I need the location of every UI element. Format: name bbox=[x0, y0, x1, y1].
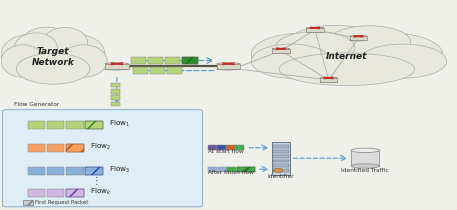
FancyBboxPatch shape bbox=[131, 58, 146, 64]
FancyBboxPatch shape bbox=[208, 167, 217, 172]
Ellipse shape bbox=[21, 27, 73, 62]
FancyBboxPatch shape bbox=[47, 121, 64, 129]
Polygon shape bbox=[217, 64, 240, 69]
Ellipse shape bbox=[16, 53, 90, 84]
Text: Flow$_1$: Flow$_1$ bbox=[109, 119, 130, 129]
Text: After finish flow: After finish flow bbox=[208, 170, 254, 175]
FancyBboxPatch shape bbox=[133, 67, 148, 74]
FancyBboxPatch shape bbox=[273, 164, 289, 167]
Ellipse shape bbox=[350, 39, 367, 41]
Ellipse shape bbox=[267, 37, 427, 81]
FancyBboxPatch shape bbox=[112, 102, 120, 106]
FancyBboxPatch shape bbox=[182, 58, 197, 64]
FancyBboxPatch shape bbox=[227, 167, 236, 172]
FancyBboxPatch shape bbox=[208, 145, 217, 151]
FancyBboxPatch shape bbox=[66, 121, 84, 129]
Ellipse shape bbox=[272, 48, 290, 50]
FancyBboxPatch shape bbox=[273, 145, 289, 148]
FancyBboxPatch shape bbox=[167, 67, 182, 74]
Ellipse shape bbox=[1, 34, 58, 75]
FancyBboxPatch shape bbox=[66, 144, 84, 152]
FancyBboxPatch shape bbox=[273, 160, 289, 163]
FancyBboxPatch shape bbox=[112, 95, 120, 100]
FancyBboxPatch shape bbox=[47, 189, 64, 197]
Polygon shape bbox=[320, 78, 337, 82]
Text: Identifier: Identifier bbox=[268, 174, 294, 179]
FancyBboxPatch shape bbox=[22, 200, 32, 205]
FancyBboxPatch shape bbox=[235, 145, 244, 151]
FancyBboxPatch shape bbox=[112, 89, 120, 94]
FancyBboxPatch shape bbox=[272, 142, 290, 175]
Text: ⋮: ⋮ bbox=[91, 176, 101, 186]
Text: Target
Network: Target Network bbox=[32, 47, 74, 67]
Text: Flow$_2$: Flow$_2$ bbox=[90, 142, 111, 152]
Ellipse shape bbox=[306, 27, 324, 29]
FancyBboxPatch shape bbox=[150, 67, 165, 74]
Ellipse shape bbox=[359, 44, 446, 78]
Ellipse shape bbox=[1, 45, 44, 77]
Ellipse shape bbox=[320, 77, 337, 79]
Ellipse shape bbox=[217, 68, 240, 70]
FancyBboxPatch shape bbox=[226, 145, 235, 151]
FancyBboxPatch shape bbox=[217, 145, 226, 151]
Text: Flow$_k$: Flow$_k$ bbox=[90, 187, 112, 197]
Text: Identified Traffic: Identified Traffic bbox=[341, 168, 389, 173]
Text: Flow Generator: Flow Generator bbox=[14, 102, 59, 107]
Ellipse shape bbox=[350, 35, 367, 37]
FancyBboxPatch shape bbox=[3, 110, 202, 207]
FancyBboxPatch shape bbox=[273, 155, 289, 158]
FancyBboxPatch shape bbox=[85, 121, 103, 129]
FancyBboxPatch shape bbox=[273, 169, 289, 172]
FancyBboxPatch shape bbox=[28, 121, 45, 129]
Ellipse shape bbox=[105, 63, 128, 65]
Ellipse shape bbox=[251, 33, 355, 75]
FancyBboxPatch shape bbox=[165, 58, 180, 64]
FancyBboxPatch shape bbox=[237, 167, 246, 172]
Polygon shape bbox=[105, 64, 128, 69]
Polygon shape bbox=[306, 28, 324, 32]
FancyBboxPatch shape bbox=[47, 167, 64, 175]
Text: Flow$_3$: Flow$_3$ bbox=[109, 165, 130, 175]
Ellipse shape bbox=[59, 45, 107, 77]
FancyBboxPatch shape bbox=[218, 167, 227, 172]
FancyBboxPatch shape bbox=[351, 150, 379, 166]
Ellipse shape bbox=[351, 164, 379, 168]
Ellipse shape bbox=[339, 33, 443, 75]
Circle shape bbox=[274, 168, 283, 172]
Ellipse shape bbox=[279, 53, 415, 85]
Text: Internet: Internet bbox=[326, 52, 367, 61]
FancyBboxPatch shape bbox=[246, 167, 255, 172]
FancyBboxPatch shape bbox=[47, 144, 64, 152]
Ellipse shape bbox=[14, 33, 58, 64]
FancyBboxPatch shape bbox=[28, 189, 45, 197]
Ellipse shape bbox=[275, 32, 355, 64]
Polygon shape bbox=[350, 36, 367, 40]
Ellipse shape bbox=[251, 44, 331, 78]
Ellipse shape bbox=[306, 31, 324, 33]
Ellipse shape bbox=[10, 38, 96, 80]
Text: First Request Packet: First Request Packet bbox=[35, 200, 89, 205]
Ellipse shape bbox=[49, 34, 105, 75]
Ellipse shape bbox=[320, 81, 337, 83]
Ellipse shape bbox=[351, 148, 379, 152]
Ellipse shape bbox=[328, 26, 411, 58]
Ellipse shape bbox=[287, 25, 383, 62]
Ellipse shape bbox=[43, 28, 88, 58]
Ellipse shape bbox=[272, 52, 290, 54]
FancyBboxPatch shape bbox=[273, 150, 289, 153]
FancyBboxPatch shape bbox=[28, 144, 45, 152]
FancyBboxPatch shape bbox=[66, 167, 84, 175]
Polygon shape bbox=[272, 49, 290, 53]
FancyBboxPatch shape bbox=[66, 189, 84, 197]
Ellipse shape bbox=[217, 63, 240, 65]
Ellipse shape bbox=[105, 68, 128, 70]
FancyBboxPatch shape bbox=[28, 167, 45, 175]
FancyBboxPatch shape bbox=[85, 167, 103, 175]
FancyBboxPatch shape bbox=[112, 83, 120, 88]
Text: At start flow: At start flow bbox=[208, 149, 244, 154]
FancyBboxPatch shape bbox=[148, 58, 163, 64]
